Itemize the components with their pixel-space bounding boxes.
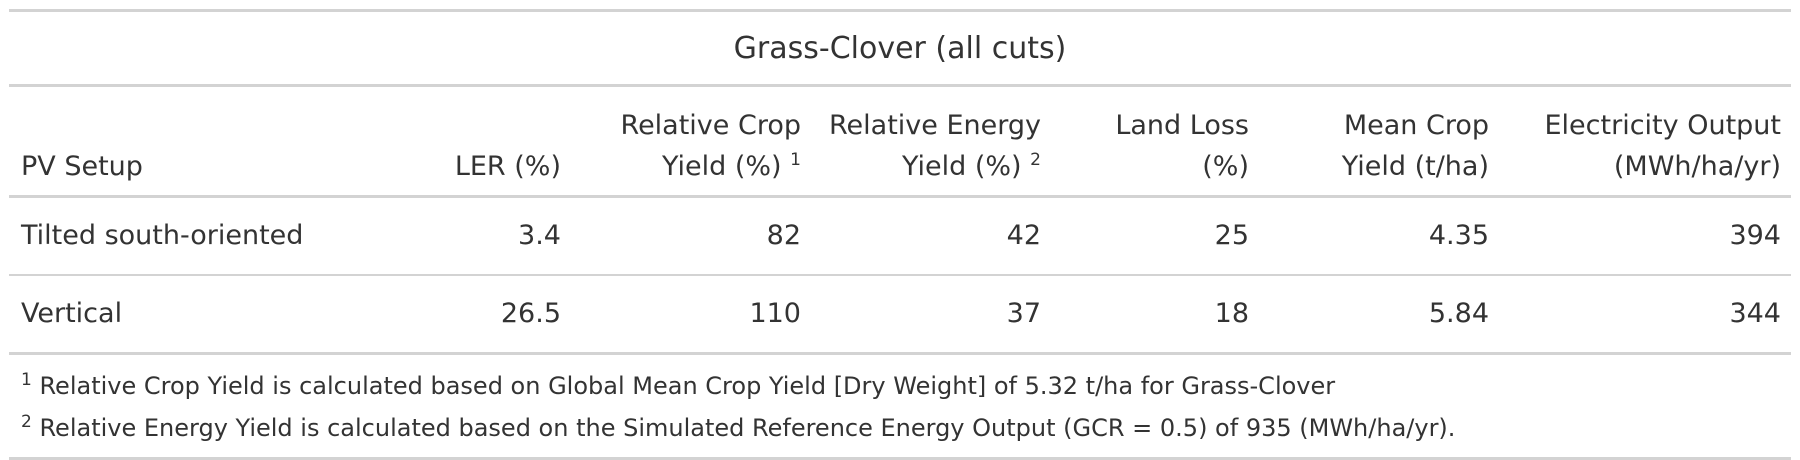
table-title: Grass-Clover (all cuts) <box>733 30 1067 66</box>
header-mean-crop-yield-line1: Mean Crop <box>1343 110 1489 141</box>
header-pv-setup: PV Setup <box>21 146 401 187</box>
cell-land-loss: 25 <box>1214 220 1249 251</box>
header-mean-crop-yield-line2: Yield (t/ha) <box>1341 151 1489 182</box>
cell-electricity-output: 344 <box>1729 298 1781 329</box>
footnote-1-mark: 1 <box>21 370 32 390</box>
header-ler: LER (%) <box>409 146 561 187</box>
header-mean-crop-yield: Mean Crop Yield (t/ha) <box>1279 105 1489 187</box>
cell-ler: 26.5 <box>500 298 561 329</box>
header-land-loss: Land Loss (%) <box>1069 105 1249 187</box>
row-rule <box>9 274 1791 276</box>
header-pv-setup-label: PV Setup <box>21 151 143 182</box>
title-rule <box>9 84 1791 87</box>
cell-relative-crop-yield: 110 <box>749 298 801 329</box>
body-rule <box>9 352 1791 355</box>
footnote-mark-1: 1 <box>790 150 801 170</box>
header-ler-label: LER (%) <box>454 151 561 182</box>
footnote-mark-2: 2 <box>1030 150 1041 170</box>
footnotes: 1 Relative Crop Yield is calculated base… <box>9 355 1791 457</box>
header-relative-crop-yield-line1: Relative Crop <box>620 110 801 141</box>
cell-mean-crop-yield: 5.84 <box>1428 298 1489 329</box>
header-land-loss-line2: (%) <box>1202 151 1249 182</box>
footnote-2-mark: 2 <box>21 412 32 432</box>
table-row: Tilted south-oriented 3.4 82 42 25 4.35 … <box>9 198 1791 274</box>
header-row: PV Setup LER (%) Relative Crop Yield (%)… <box>9 87 1791 195</box>
header-land-loss-line1: Land Loss <box>1115 110 1249 141</box>
footnote-1: 1 Relative Crop Yield is calculated base… <box>21 365 1791 407</box>
data-table: Grass-Clover (all cuts) PV Setup LER (%)… <box>9 9 1791 460</box>
header-relative-energy-yield: Relative Energy Yield (%) 2 <box>819 105 1041 187</box>
header-relative-energy-yield-line1: Relative Energy <box>829 110 1041 141</box>
footnote-2: 2 Relative Energy Yield is calculated ba… <box>21 407 1791 449</box>
header-rule <box>9 195 1791 198</box>
header-electricity-output-line1: Electricity Output <box>1544 110 1782 141</box>
header-electricity-output: Electricity Output (MWh/ha/yr) <box>1509 105 1782 187</box>
header-electricity-output-line2: (MWh/ha/yr) <box>1613 151 1781 182</box>
table-row: Vertical 26.5 110 37 18 5.84 344 <box>9 276 1791 352</box>
header-relative-crop-yield: Relative Crop Yield (%) 1 <box>609 105 801 187</box>
cell-relative-energy-yield: 42 <box>1006 220 1041 251</box>
cell-mean-crop-yield: 4.35 <box>1428 220 1489 251</box>
header-relative-energy-yield-line2: Yield (%) <box>901 151 1022 182</box>
cell-relative-crop-yield: 82 <box>766 220 801 251</box>
footnote-1-text: Relative Crop Yield is calculated based … <box>31 372 1336 400</box>
cell-ler: 3.4 <box>518 220 561 251</box>
cell-electricity-output: 394 <box>1729 220 1781 251</box>
top-rule <box>9 9 1791 12</box>
footnote-2-text: Relative Energy Yield is calculated base… <box>31 414 1456 442</box>
cell-pv-setup: Vertical <box>21 298 123 329</box>
header-relative-crop-yield-line2: Yield (%) <box>661 151 782 182</box>
cell-relative-energy-yield: 37 <box>1006 298 1041 329</box>
cell-land-loss: 18 <box>1214 298 1249 329</box>
cell-pv-setup: Tilted south-oriented <box>21 220 304 251</box>
